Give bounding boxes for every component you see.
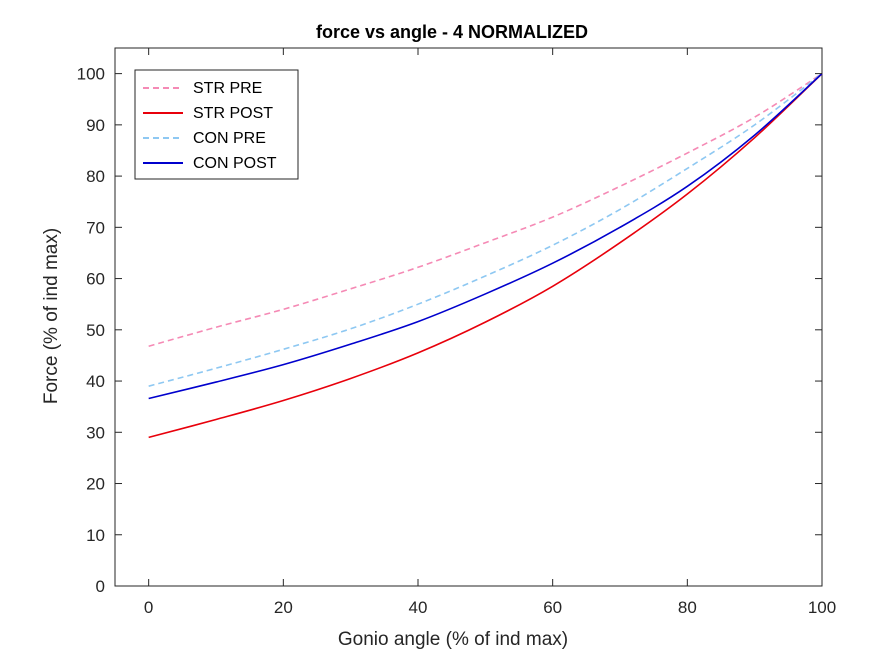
series-line-con-post: [148, 73, 823, 400]
y-tick-label: 40: [86, 372, 105, 391]
x-tick-label: 100: [808, 598, 836, 617]
y-tick-label: 60: [86, 270, 105, 289]
y-axis: 0 10 20 30 40 50 60 70 80 90 100: [77, 65, 822, 596]
legend-label: STR POST: [193, 105, 273, 122]
y-tick-label: 80: [86, 167, 105, 186]
legend-box: [134, 69, 299, 180]
chart-title: force vs angle - 4 NORMALIZED: [316, 22, 588, 42]
series-line-str-pre: [148, 72, 823, 347]
legend-label: STR PRE: [193, 80, 262, 97]
y-tick-label: 50: [86, 321, 105, 340]
legend: STR PRE STR POST CON PRE CON POST: [134, 69, 299, 180]
legend-items: STR PRE STR POST CON PRE CON POST: [143, 80, 277, 172]
y-tick-label: 100: [77, 65, 105, 84]
series-line-str-post: [148, 73, 823, 439]
series-layer: [148, 72, 823, 439]
y-axis-label: Force (% of ind max): [41, 228, 62, 404]
y-tick-label: 10: [86, 526, 105, 545]
y-tick-label: 20: [86, 475, 105, 494]
y-tick-label: 70: [86, 218, 105, 237]
y-tick-label: 30: [86, 423, 105, 442]
x-axis-label: Gonio angle (% of ind max): [338, 629, 568, 650]
x-tick-label: 0: [144, 598, 153, 617]
legend-label: CON PRE: [193, 130, 266, 147]
x-tick-label: 60: [543, 598, 562, 617]
y-tick-label: 0: [96, 577, 105, 596]
x-tick-label: 80: [678, 598, 697, 617]
series-line-con-pre: [148, 72, 823, 387]
x-axis: 0 20 40 60 80 100: [144, 48, 836, 617]
legend-label: CON POST: [193, 155, 277, 172]
x-tick-label: 20: [274, 598, 293, 617]
y-tick-label: 90: [86, 116, 105, 135]
x-tick-label: 40: [409, 598, 428, 617]
